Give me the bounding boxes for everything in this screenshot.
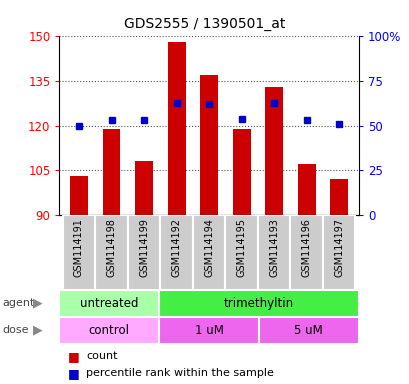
Bar [257, 215, 290, 290]
Bar [290, 215, 322, 290]
Text: GSM114199: GSM114199 [139, 218, 148, 277]
Text: ▶: ▶ [33, 297, 43, 310]
Bar [160, 215, 192, 290]
Text: 5 uM: 5 uM [294, 324, 322, 337]
Bar [232, 129, 250, 215]
Text: agent: agent [2, 298, 34, 308]
Text: GSM114194: GSM114194 [204, 218, 213, 277]
Bar [322, 215, 355, 290]
Bar [159, 290, 358, 317]
Bar [128, 215, 160, 290]
Text: trimethyltin: trimethyltin [223, 297, 293, 310]
Bar [330, 179, 347, 215]
Text: ▶: ▶ [33, 324, 43, 337]
Text: ■: ■ [67, 367, 79, 380]
Text: 1 uM: 1 uM [194, 324, 223, 337]
Text: untreated: untreated [80, 297, 138, 310]
Bar [265, 87, 283, 215]
Bar [258, 317, 358, 344]
Text: dose: dose [2, 325, 29, 335]
Bar [297, 164, 315, 215]
Text: GSM114198: GSM114198 [106, 218, 116, 277]
Bar [59, 317, 159, 344]
Bar [63, 215, 95, 290]
Bar [135, 162, 153, 215]
Bar [167, 43, 185, 215]
Bar [192, 215, 225, 290]
Text: GSM114191: GSM114191 [74, 218, 84, 277]
Text: GDS2555 / 1390501_at: GDS2555 / 1390501_at [124, 17, 285, 31]
Text: GSM114196: GSM114196 [301, 218, 311, 277]
Bar [95, 215, 128, 290]
Text: GSM114195: GSM114195 [236, 218, 246, 277]
Bar [200, 75, 218, 215]
Text: control: control [89, 324, 130, 337]
Text: ■: ■ [67, 350, 79, 363]
Text: count: count [86, 351, 117, 361]
Bar [59, 290, 159, 317]
Text: GSM114193: GSM114193 [269, 218, 279, 277]
Text: GSM114197: GSM114197 [333, 218, 344, 277]
Text: GSM114192: GSM114192 [171, 218, 181, 277]
Bar [102, 129, 120, 215]
Text: percentile rank within the sample: percentile rank within the sample [86, 368, 273, 378]
Bar [225, 215, 257, 290]
Bar [70, 176, 88, 215]
Bar [159, 317, 258, 344]
